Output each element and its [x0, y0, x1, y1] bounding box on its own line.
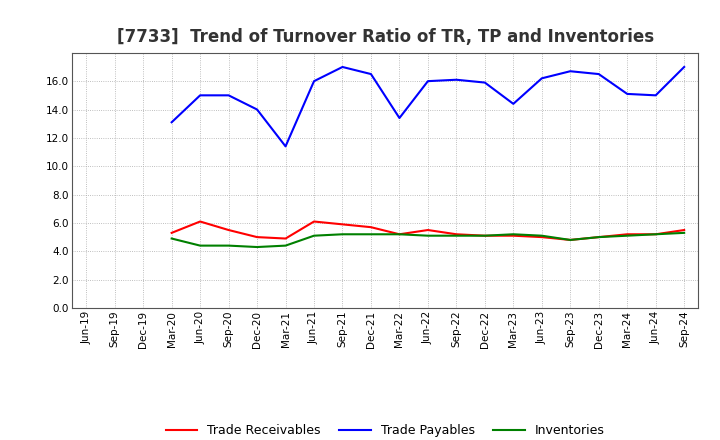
Trade Payables [167, 120, 176, 125]
Inventories [225, 243, 233, 248]
Inventories [338, 231, 347, 237]
Line: Trade Receivables: Trade Receivables [171, 221, 684, 240]
Trade Receivables [423, 227, 432, 233]
Trade Payables [282, 144, 290, 149]
Trade Receivables [225, 227, 233, 233]
Inventories [366, 231, 375, 237]
Trade Receivables [537, 235, 546, 240]
Trade Payables [196, 93, 204, 98]
Inventories [310, 233, 318, 238]
Inventories [509, 231, 518, 237]
Trade Receivables [282, 236, 290, 241]
Inventories [652, 231, 660, 237]
Trade Receivables [509, 233, 518, 238]
Trade Receivables [595, 235, 603, 240]
Trade Payables [680, 64, 688, 70]
Inventories [253, 244, 261, 249]
Trade Receivables [480, 233, 489, 238]
Inventories [282, 243, 290, 248]
Inventories [423, 233, 432, 238]
Line: Trade Payables: Trade Payables [171, 67, 684, 147]
Trade Receivables [566, 237, 575, 242]
Line: Inventories: Inventories [171, 233, 684, 247]
Trade Payables [423, 78, 432, 84]
Trade Payables [652, 93, 660, 98]
Trade Receivables [310, 219, 318, 224]
Inventories [566, 237, 575, 242]
Inventories [595, 235, 603, 240]
Trade Payables [338, 64, 347, 70]
Trade Receivables [338, 222, 347, 227]
Trade Receivables [366, 224, 375, 230]
Trade Payables [566, 69, 575, 74]
Trade Receivables [253, 235, 261, 240]
Inventories [167, 236, 176, 241]
Trade Payables [310, 78, 318, 84]
Title: [7733]  Trend of Turnover Ratio of TR, TP and Inventories: [7733] Trend of Turnover Ratio of TR, TP… [117, 28, 654, 46]
Trade Payables [366, 71, 375, 77]
Legend: Trade Receivables, Trade Payables, Inventories: Trade Receivables, Trade Payables, Inven… [161, 419, 610, 440]
Trade Payables [623, 91, 631, 96]
Trade Payables [225, 93, 233, 98]
Inventories [395, 231, 404, 237]
Trade Receivables [395, 231, 404, 237]
Trade Receivables [452, 231, 461, 237]
Trade Payables [537, 76, 546, 81]
Trade Payables [509, 101, 518, 106]
Inventories [480, 233, 489, 238]
Inventories [537, 233, 546, 238]
Trade Payables [253, 107, 261, 112]
Trade Receivables [652, 231, 660, 237]
Inventories [680, 230, 688, 235]
Trade Payables [480, 80, 489, 85]
Inventories [196, 243, 204, 248]
Trade Receivables [167, 230, 176, 235]
Trade Payables [595, 71, 603, 77]
Trade Payables [452, 77, 461, 82]
Trade Receivables [680, 227, 688, 233]
Trade Receivables [196, 219, 204, 224]
Trade Receivables [623, 231, 631, 237]
Inventories [623, 233, 631, 238]
Inventories [452, 233, 461, 238]
Trade Payables [395, 115, 404, 121]
